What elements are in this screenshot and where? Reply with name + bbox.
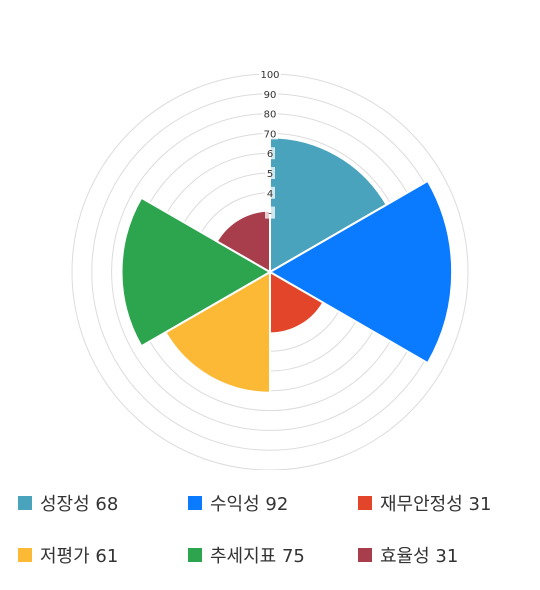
legend-swatch bbox=[358, 496, 372, 510]
tick-label-bg bbox=[262, 107, 278, 120]
tick-label-bg bbox=[265, 186, 275, 199]
tick-label-bg bbox=[262, 87, 278, 100]
sector-2[interactable] bbox=[268, 179, 454, 365]
legend-label: 재무안정성 31 bbox=[380, 494, 492, 515]
sector-4[interactable] bbox=[164, 270, 271, 394]
tick-label: 80 bbox=[264, 110, 277, 121]
tick-label: 5 bbox=[267, 169, 273, 180]
legend-swatch bbox=[188, 496, 202, 510]
legend-swatch bbox=[188, 548, 202, 562]
tick-label: - bbox=[268, 209, 272, 220]
polar-area-chart: 100 90 80 70 6 5 4 - bbox=[71, 68, 469, 470]
legend-label: 저평가 61 bbox=[40, 546, 119, 567]
legend-label: 추세지표 75 bbox=[210, 546, 305, 567]
legend-item[interactable]: 재무안정성 31 bbox=[358, 490, 528, 516]
tick-label-bg bbox=[262, 127, 278, 140]
tick-label-bg bbox=[265, 167, 275, 179]
legend: 성장성 68 수익성 92 재무안정성 31 저평가 61 추세지표 75 효율… bbox=[18, 490, 528, 568]
sectors bbox=[120, 136, 454, 394]
legend-swatch bbox=[358, 548, 372, 562]
sector-3[interactable] bbox=[269, 270, 325, 335]
legend-label: 성장성 68 bbox=[40, 494, 119, 515]
legend-item[interactable]: 추세지표 75 bbox=[188, 542, 358, 568]
legend-label: 효율성 31 bbox=[380, 546, 459, 567]
legend-item[interactable]: 수익성 92 bbox=[188, 490, 358, 516]
legend-swatch bbox=[18, 496, 32, 510]
tick-label: 70 bbox=[264, 129, 277, 140]
tick-label-bg bbox=[265, 206, 275, 219]
legend-label: 수익성 92 bbox=[210, 494, 289, 515]
legend-item[interactable]: 저평가 61 bbox=[18, 542, 188, 568]
sector-1[interactable] bbox=[269, 136, 388, 274]
legend-swatch bbox=[18, 548, 32, 562]
tick-label: 90 bbox=[264, 90, 277, 101]
sector-5[interactable] bbox=[120, 196, 273, 348]
tick-label: 4 bbox=[267, 189, 273, 200]
tick-label-bg bbox=[259, 68, 281, 80]
tick-label: 100 bbox=[260, 70, 279, 81]
legend-item[interactable]: 효율성 31 bbox=[358, 542, 528, 568]
legend-item[interactable]: 성장성 68 bbox=[18, 490, 188, 516]
radial-tick-labels: 100 90 80 70 6 5 4 - bbox=[259, 68, 281, 220]
tick-label: 6 bbox=[267, 149, 273, 160]
tick-label-bg bbox=[265, 147, 275, 160]
